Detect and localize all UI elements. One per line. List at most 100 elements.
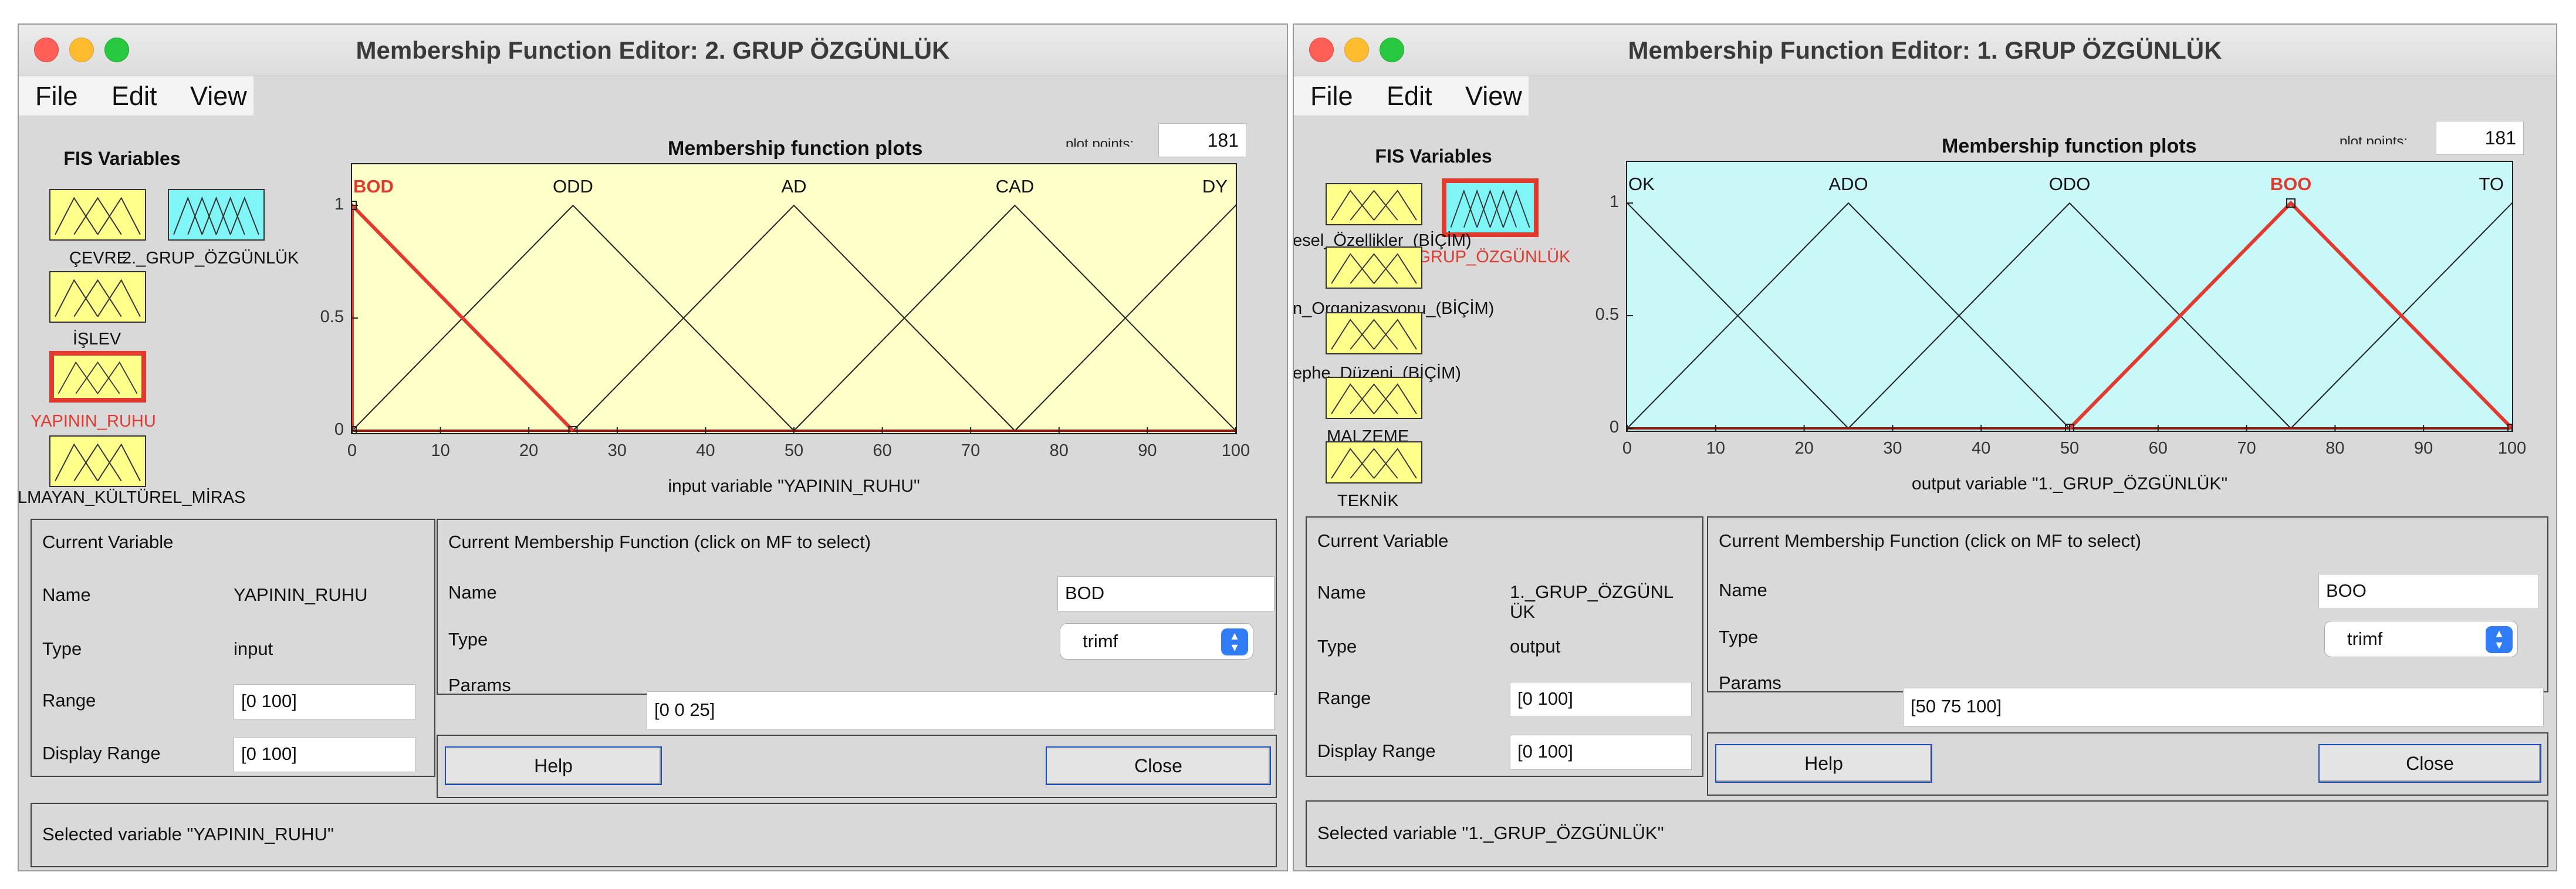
mf-type-select[interactable]: trimf ▴ ▾ <box>2324 621 2518 657</box>
mf-name-input[interactable]: BOD <box>1057 576 1275 611</box>
variable-box-2[interactable] <box>1326 246 1422 289</box>
current-variable-title: Current Variable <box>42 532 174 552</box>
display-range-input[interactable]: [0 100] <box>1510 735 1692 770</box>
menu-view[interactable]: View <box>190 81 247 111</box>
mf-curve-odd[interactable] <box>352 204 795 431</box>
close-button[interactable]: Close <box>2318 744 2541 783</box>
mf-curve-to[interactable] <box>2290 202 2557 429</box>
x-tick-label: 30 <box>1883 439 1902 458</box>
mf-thumbnail-icon <box>55 197 141 235</box>
variable-range-input[interactable]: [0 100] <box>1510 682 1692 717</box>
mf-curve-dy[interactable] <box>1014 204 1289 431</box>
current-mf-title: Current Membership Function (click on MF… <box>448 532 871 552</box>
variable-name-value: YAPININ_RUHU <box>234 584 368 605</box>
minimize-window-button[interactable] <box>69 38 94 62</box>
plot-points-label: plot points: <box>1066 136 1134 147</box>
variable-box-output[interactable] <box>168 189 265 241</box>
mf-curve-odo[interactable] <box>1848 202 2291 429</box>
mf-label-odo: ODO <box>2048 174 2091 194</box>
variable-box-islev[interactable] <box>49 271 146 323</box>
mf-params-label: Params <box>448 675 511 695</box>
close-button[interactable]: Close <box>1046 746 1271 785</box>
zoom-window-button[interactable] <box>1380 38 1404 62</box>
variable-box-kulturel-miras[interactable] <box>49 435 146 487</box>
variable-range-input[interactable]: [0 100] <box>234 684 415 719</box>
menu-edit[interactable]: Edit <box>111 81 157 111</box>
mf-curve-ado[interactable] <box>1627 202 2070 429</box>
current-variable-panel: Current Variable Name 1._GRUP_ÖZGÜNLÜK T… <box>1306 516 1703 777</box>
mf-plot-axes[interactable]: BOD ODD AD CAD DY 0 10 20 30 40 50 60 70 80 90 100 1 0.5 0 <box>320 163 1250 460</box>
mf-params-input[interactable]: [50 75 100] <box>1903 688 2544 726</box>
x-tick-label: 40 <box>1972 439 1991 458</box>
variable-box-cevre[interactable] <box>49 189 146 241</box>
title-bar: Membership Function Editor: 1. GRUP ÖZGÜ… <box>1294 25 2556 76</box>
plot-x-axis-label: input variable "YAPININ_RUHU" <box>668 476 920 496</box>
mf-label-boo: BOO <box>2270 174 2312 194</box>
current-mf-panel: Current Membership Function (click on MF… <box>437 519 1277 695</box>
mf-curve-ok[interactable] <box>1406 202 1849 429</box>
y-tick-label: 0 <box>1609 418 1619 437</box>
mf-type-value: trimf <box>1083 631 1118 651</box>
x-tick-label: 20 <box>519 441 539 460</box>
help-button[interactable]: Help <box>445 746 662 785</box>
button-panel: Help Close <box>437 735 1277 798</box>
display-range-input[interactable]: [0 100] <box>234 737 415 772</box>
x-tick-label: 100 <box>1221 441 1250 460</box>
menu-bar: File Edit View <box>19 76 253 116</box>
mf-thumbnail-icon <box>1331 190 1417 221</box>
variable-label-kulturel-miras: LMAYAN_KÜLTÜREL_MİRAS <box>18 488 246 506</box>
mf-label-ok: OK <box>1628 174 1655 194</box>
mf-handle[interactable] <box>2286 198 2296 208</box>
variable-box-malzeme[interactable] <box>1326 377 1422 419</box>
mf-curve-boo[interactable] <box>2068 200 2512 430</box>
mf-handle[interactable] <box>568 426 578 435</box>
plot-points-input[interactable]: 181 <box>2436 121 2524 155</box>
x-tick-label: 0 <box>347 441 357 460</box>
variable-type-label: Type <box>1317 636 1357 657</box>
menu-file[interactable]: File <box>1310 81 1353 111</box>
mf-type-value: trimf <box>2347 628 2383 649</box>
plot-title: Membership function plots <box>668 137 923 160</box>
variable-box-1[interactable] <box>1326 183 1422 225</box>
status-text: Selected variable "YAPININ_RUHU" <box>42 824 334 844</box>
zoom-window-button[interactable] <box>104 38 129 62</box>
variable-box-yapinin-ruhu[interactable] <box>49 351 146 403</box>
minimize-window-button[interactable] <box>1344 38 1369 62</box>
x-tick-label: 80 <box>1049 441 1069 460</box>
plot-points-input[interactable]: 181 <box>1158 123 1246 157</box>
mf-curve-cad[interactable] <box>793 204 1236 431</box>
window-title: Membership Function Editor: 1. GRUP ÖZGÜ… <box>1628 36 2222 64</box>
mf-curve-ad[interactable] <box>572 204 1016 431</box>
x-tick-label: 10 <box>431 441 450 460</box>
close-window-button[interactable] <box>34 38 59 62</box>
mf-type-select[interactable]: trimf ▴ ▾ <box>1060 623 1253 660</box>
menu-bar: File Edit View <box>1294 76 1529 116</box>
mf-params-input[interactable]: [0 0 25] <box>647 691 1275 730</box>
mf-handle[interactable] <box>2507 424 2516 432</box>
variable-box-teknik[interactable] <box>1326 441 1422 484</box>
menu-file[interactable]: File <box>35 81 78 111</box>
close-window-button[interactable] <box>1309 38 1334 62</box>
variable-box-output-selected[interactable] <box>1442 178 1539 237</box>
mf-handle[interactable] <box>2065 424 2074 432</box>
mf-thumbnail-icon <box>1331 253 1417 284</box>
x-tick-label: 10 <box>1706 439 1725 458</box>
menu-edit[interactable]: Edit <box>1387 81 1432 111</box>
mf-editor-window-right: Membership Function Editor: 1. GRUP ÖZGÜ… <box>1293 23 2557 871</box>
menu-view[interactable]: View <box>1465 81 1522 111</box>
mf-type-label: Type <box>448 629 488 650</box>
mf-label-cad: CAD <box>995 176 1035 197</box>
mf-curve-bod[interactable] <box>352 202 574 432</box>
mf-thumbnail-icon <box>173 196 259 235</box>
display-range-label: Display Range <box>1317 741 1436 761</box>
mf-thumbnail-icon <box>1331 319 1417 350</box>
mf-plot-axes[interactable]: OK ADO ODO BOO TO 0 10 20 30 40 50 60 70 80 90 100 1 0.5 0 <box>1595 161 2526 458</box>
variable-box-3[interactable] <box>1326 312 1422 354</box>
mf-editor-window-left: Membership Function Editor: 2. GRUP ÖZGÜ… <box>18 23 1288 871</box>
status-panel: Selected variable "1._GRUP_ÖZGÜNLÜK" <box>1306 800 2548 867</box>
mf-name-input[interactable]: BOO <box>2318 574 2539 609</box>
x-tick-label: 80 <box>2325 439 2345 458</box>
button-panel: Help Close <box>1707 732 2548 796</box>
current-mf-title: Current Membership Function (click on MF… <box>1719 530 2142 551</box>
help-button[interactable]: Help <box>1715 744 1932 783</box>
